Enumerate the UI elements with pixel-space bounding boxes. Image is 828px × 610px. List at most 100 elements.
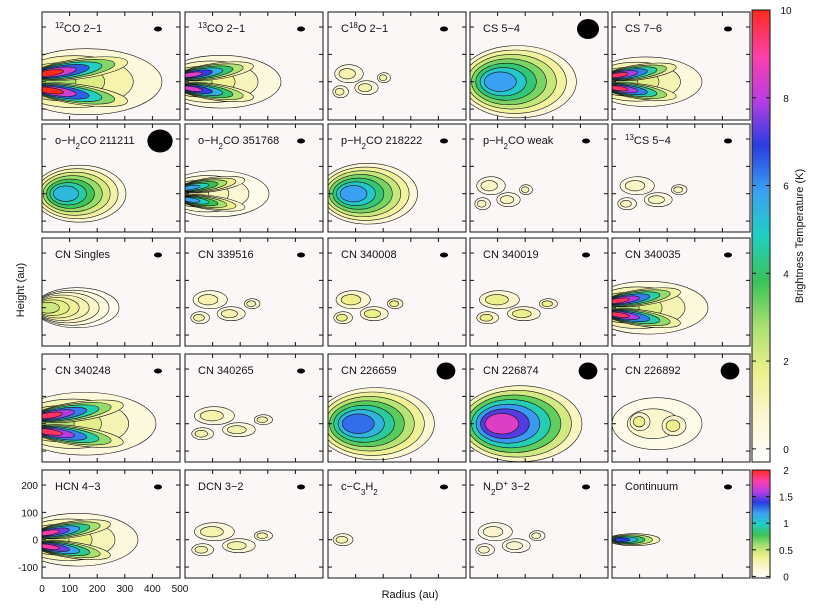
label-part: CN 339516 [198,249,254,261]
contour-group [539,298,558,310]
contour [478,545,490,554]
panel [470,354,608,462]
contour-group [612,62,677,82]
contour-group [612,308,681,328]
x-tick-label: 100 [61,584,78,595]
contour [612,72,629,79]
contour-group [253,530,273,542]
label-part: CO weak [508,135,554,147]
panel-label: c−C3H2 [341,481,378,497]
contour [484,413,520,435]
panel-label: 13CS 5−4 [625,133,671,148]
y-tick-label: -100 [18,563,38,574]
contour [673,186,683,193]
label-part: CN 226874 [483,365,539,377]
label-part: CO 218222 [366,135,422,147]
beam [582,252,590,258]
beam [297,138,305,144]
x-tick-label: 200 [89,584,106,595]
contour [342,413,375,434]
label-part: CN 226892 [625,365,681,377]
contour-group [332,533,354,547]
label-part: D [495,481,503,493]
colorbar-tick-label: 0 [783,572,789,583]
contour-group [191,427,214,441]
panel-label: o−H2CO 211211 [55,135,135,151]
contour [246,300,256,307]
beam [297,252,305,258]
contour-group [222,538,256,554]
label-part: N [483,481,491,493]
contour-group [192,290,228,310]
label-part: CN 340035 [625,249,681,261]
contour [541,300,553,307]
contour-group [244,298,261,310]
panel-label: CN 226659 [341,365,397,377]
label-part: o−H [198,135,219,147]
label-part: C [341,23,349,35]
contour [665,419,681,432]
contour [42,529,60,536]
panel-label: CN Singles [55,249,111,261]
contour [357,83,373,93]
contour [479,313,493,322]
contour [185,197,201,203]
contour [531,532,541,539]
contour-group [377,72,391,84]
label-part: + [503,479,508,488]
panel-frame [611,123,751,233]
beam [720,362,740,380]
beam [297,368,305,374]
panel-frame [184,237,324,347]
label-part: CO 2−1 [207,23,245,35]
panel-label: N2D+ 3−2 [483,479,530,497]
contour-group [253,414,273,426]
y-tick-label: 200 [21,481,38,492]
contour-group [476,311,499,325]
contour [256,416,268,423]
panel [42,124,180,232]
label-part: CS 5−4 [634,135,671,147]
contour-group [216,306,246,322]
panel-frame [184,469,324,579]
panel-frame [327,237,467,347]
contour [379,74,388,81]
label-part: 2 [504,142,509,151]
contour [476,199,487,208]
label-part: CO 2−1 [64,23,102,35]
contour-group [529,530,546,542]
colorbar-tick-label: 8 [783,94,789,105]
label-part: CO 351768 [223,135,279,147]
contour [193,313,205,322]
contour [499,195,515,205]
beam [724,484,732,490]
beam [582,484,590,490]
x-axis-label: Radius (au) [382,589,439,601]
contour-group [617,197,637,211]
contour [506,541,523,551]
contour-group [507,306,541,322]
label-part: p−H [341,135,362,147]
y-tick-label: 0 [32,536,38,547]
y-tick-label: 100 [21,508,38,519]
label-part: 18 [349,21,358,30]
contour-group [328,387,435,461]
contour-group [222,422,256,438]
contour [336,313,348,322]
label-part: H [365,481,373,493]
panel-frame [469,469,609,579]
panel-frame [41,237,181,347]
panel [185,238,323,346]
panel-label: CN 340265 [198,365,254,377]
label-part: CN 340265 [198,365,254,377]
contour [42,301,60,314]
contour-group [612,397,703,451]
x-tick-label: 0 [39,584,45,595]
panel-frame [327,353,467,463]
panel-frame [327,123,467,233]
contour-group [387,298,404,310]
panel [185,124,323,232]
contour [256,532,268,539]
beam [724,138,732,144]
